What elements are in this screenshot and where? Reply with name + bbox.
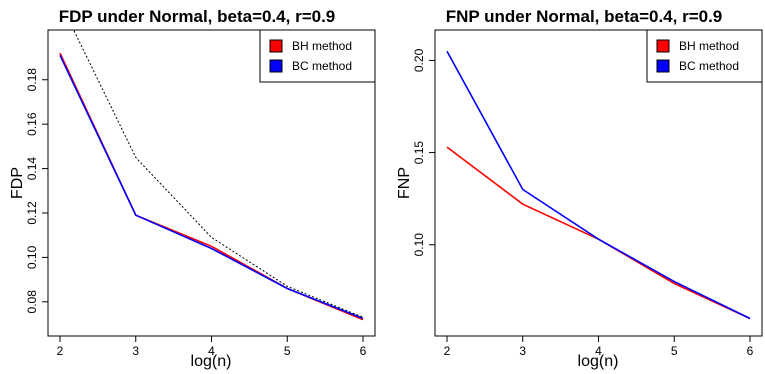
x-tick-label: 3 <box>132 344 139 358</box>
legend: BH method BC method <box>259 29 376 83</box>
series-line <box>59 52 364 321</box>
legend-label: BC method <box>292 59 352 73</box>
y-tick-label: 0.12 <box>25 201 39 225</box>
legend: BH method BC method <box>646 29 763 83</box>
x-tick-label: 2 <box>444 344 451 358</box>
y-tick-label: 0.16 <box>25 112 39 136</box>
y-tick-label: 0.08 <box>25 290 39 314</box>
x-tick-label: 2 <box>57 344 64 358</box>
y-axis-title: FNP <box>396 167 413 199</box>
legend-label: BH method <box>292 39 352 53</box>
reference-line <box>73 30 364 318</box>
x-tick-label: 3 <box>519 344 526 358</box>
y-tick-label: 0.10 <box>412 233 426 257</box>
y-tick-label: 0.20 <box>412 48 426 72</box>
legend-label: BH method <box>679 39 739 53</box>
legend-swatch <box>656 59 670 73</box>
y-axis-title: FDP <box>9 167 26 199</box>
series-line <box>446 50 751 320</box>
y-tick-label: 0.15 <box>412 141 426 165</box>
legend-swatch <box>269 39 283 53</box>
x-axis-title: log(n) <box>191 353 232 370</box>
x-tick-label: 4 <box>208 344 215 358</box>
chart-title: FNP under Normal, beta=0.4, r=0.9 <box>446 7 723 26</box>
legend-box <box>259 29 376 83</box>
series-line <box>59 54 364 320</box>
x-tick-label: 6 <box>747 344 754 358</box>
x-tick-label: 5 <box>284 344 291 358</box>
x-axis-title: log(n) <box>578 353 619 370</box>
legend-box <box>646 29 763 83</box>
legend-swatch <box>656 39 670 53</box>
chart-panel-fdp: FDP under Normal, beta=0.4, r=0.9 log(n)… <box>9 7 376 370</box>
x-tick-label: 4 <box>595 344 602 358</box>
y-tick-label: 0.10 <box>25 245 39 269</box>
x-tick-label: 5 <box>671 344 678 358</box>
chart-title: FDP under Normal, beta=0.4, r=0.9 <box>59 7 336 26</box>
chart-panel-fnp: FNP under Normal, beta=0.4, r=0.9 log(n)… <box>396 7 763 370</box>
y-tick-label: 0.18 <box>25 68 39 92</box>
series-line <box>446 146 751 320</box>
legend-swatch <box>269 59 283 73</box>
x-tick-label: 6 <box>360 344 367 358</box>
legend-label: BC method <box>679 59 739 73</box>
y-tick-label: 0.14 <box>25 157 39 181</box>
